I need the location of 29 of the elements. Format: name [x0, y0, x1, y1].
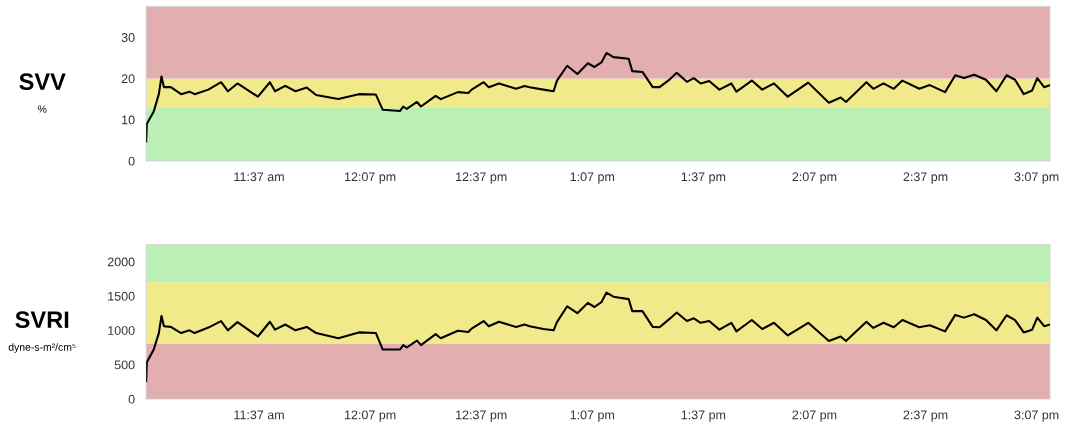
x-tick-label: 2:37 pm	[903, 172, 948, 184]
x-tick-label: 12:07 pm	[345, 172, 396, 184]
x-tick-label: 11:37 am	[234, 410, 284, 420]
text: %	[37, 105, 47, 113]
y-tick-label: 10	[122, 115, 135, 125]
y-tick-label: 20	[121, 74, 135, 84]
x-tick-label: 3:07 pm	[1014, 410, 1059, 422]
x-tick-label: 11:37 am	[234, 172, 284, 182]
x-tick-label: 2:07 pm	[792, 172, 837, 184]
x-tick-label: 1:07 pm	[570, 172, 615, 184]
x-tick-label: 12:07 pm	[345, 410, 396, 422]
x-tick-label: 12:37 pm	[456, 410, 507, 422]
x-tick-label: 2:37 pm	[903, 410, 948, 422]
x-tick-label: 1:37 pm	[681, 172, 726, 184]
x-tick-label: 3:07 pm	[1014, 172, 1059, 184]
x-tick-label: 1:37 pm	[681, 410, 726, 422]
y-tick-label: 1500	[108, 291, 135, 301]
y-tick-label: 2000	[107, 257, 135, 267]
y-axis-title: SVRI	[15, 311, 69, 329]
y-tick-label: 500	[114, 360, 135, 370]
y-tick-label: 1000	[108, 326, 135, 335]
x-tick-label: 2:07 pm	[792, 410, 837, 422]
x-tick-label: 1:07 pm	[570, 410, 615, 422]
y-tick-label: 0	[128, 156, 135, 166]
x-tick-label: 12:37 pm	[456, 172, 507, 184]
text: dyne-s-m²/cm⁵	[8, 343, 76, 353]
y-tick-label: 30	[121, 33, 135, 42]
y-axis-title: SVV	[19, 73, 66, 90]
y-tick-label: 0	[128, 394, 135, 404]
